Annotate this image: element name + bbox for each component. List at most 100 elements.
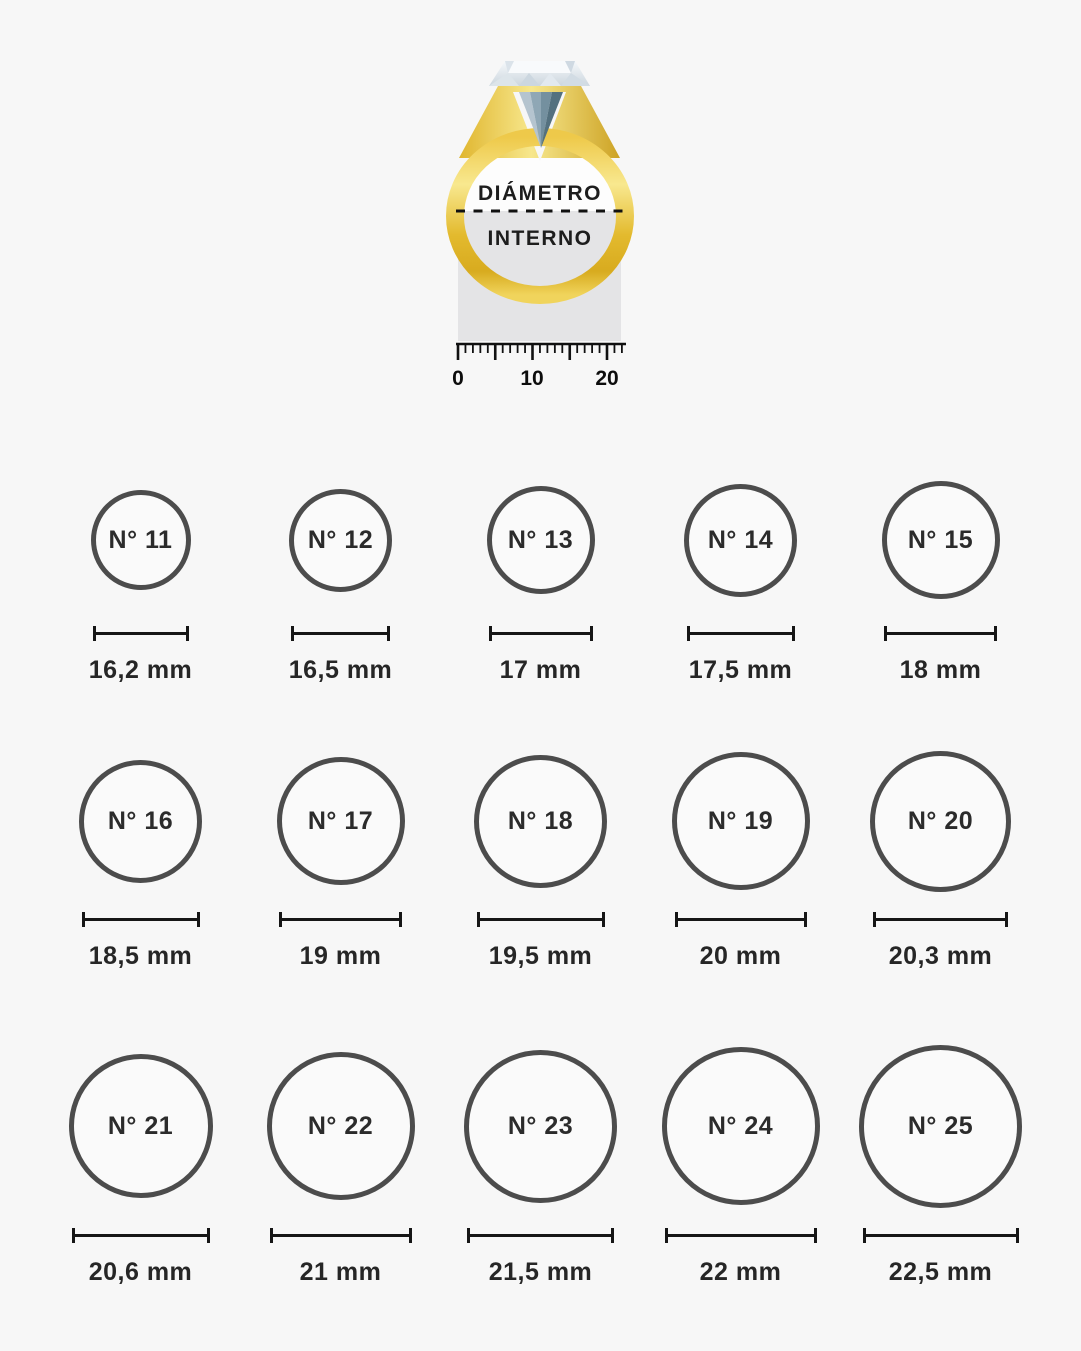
circle-box: N° 14 — [684, 460, 797, 620]
ring-size-circle: N° 12 — [289, 488, 392, 592]
size-row: N° 16 18,5 mm N° 17 19 mm N° 18 19,5 mm … — [0, 736, 1081, 971]
ruler-label-20: 20 — [595, 367, 618, 390]
diameter-value: 18,5 mm — [88, 942, 193, 970]
circle-box: N° 11 — [90, 460, 191, 620]
ring-size-item: N° 13 17 mm — [444, 460, 637, 685]
ring-size-circle: N° 15 — [881, 481, 1000, 599]
ring-size-circle: N° 13 — [486, 486, 595, 594]
ring-size-circle: N° 11 — [90, 490, 191, 590]
circle-box: N° 15 — [881, 460, 1000, 620]
size-row: N° 21 20,6 mm N° 22 21 mm N° 23 21,5 mm … — [0, 1030, 1081, 1287]
circle-box: N° 12 — [289, 460, 392, 620]
diameter-measure-line — [488, 626, 593, 641]
ruler-label-10: 10 — [520, 367, 543, 390]
ring-size-circle: N° 24 — [661, 1047, 820, 1205]
ring-size-number: N° 14 — [707, 525, 774, 554]
ring-size-item: N° 24 22 mm — [644, 1030, 837, 1287]
ring-size-number: N° 21 — [107, 1111, 174, 1140]
diameter-value: 22,5 mm — [888, 1258, 993, 1286]
circle-box: N° 18 — [474, 736, 607, 906]
ring-size-circle: N° 19 — [671, 752, 810, 890]
diameter-measure-line — [664, 1228, 817, 1243]
ring-size-circle: N° 22 — [266, 1052, 415, 1200]
ring-size-number: N° 17 — [307, 806, 374, 835]
diameter-measure-line — [269, 1228, 412, 1243]
diameter-value: 17,5 mm — [688, 656, 793, 684]
ring-size-circle: N° 17 — [276, 757, 405, 885]
ring-size-number: N° 18 — [507, 806, 574, 835]
diameter-value: 21 mm — [299, 1258, 382, 1286]
ring-size-item: N° 20 20,3 mm — [844, 736, 1037, 971]
diameter-value: 18 mm — [899, 656, 982, 684]
ring-size-number: N° 24 — [707, 1111, 774, 1140]
diameter-value: 20,6 mm — [88, 1258, 193, 1286]
circle-box: N° 21 — [68, 1030, 213, 1222]
circle-box: N° 24 — [661, 1030, 820, 1222]
ring-size-item: N° 22 21 mm — [244, 1030, 437, 1287]
ring-size-circle: N° 16 — [79, 759, 202, 883]
ring-size-circle: N° 20 — [870, 750, 1011, 892]
ruler: 0 10 20 — [452, 342, 626, 390]
diameter-value: 16,5 mm — [288, 656, 393, 684]
ring-size-number: N° 11 — [108, 525, 173, 554]
ruler-label-0: 0 — [452, 367, 464, 390]
ring-size-item: N° 14 17,5 mm — [644, 460, 837, 685]
diameter-value: 19 mm — [299, 942, 382, 970]
ring-size-number: N° 25 — [907, 1111, 974, 1140]
circle-box: N° 17 — [276, 736, 405, 906]
ring-size-item: N° 19 20 mm — [644, 736, 837, 971]
diameter-measure-line — [467, 1228, 614, 1243]
ring-size-item: N° 12 16,5 mm — [244, 460, 437, 685]
ring-size-circle: N° 14 — [684, 483, 797, 597]
diameter-measure-line — [862, 1228, 1019, 1243]
ring-size-circle: N° 21 — [68, 1054, 213, 1198]
diameter-value: 16,2 mm — [88, 656, 193, 684]
ring-size-number: N° 12 — [307, 525, 374, 554]
circle-box: N° 19 — [671, 736, 810, 906]
ring-size-item: N° 17 19 mm — [244, 736, 437, 971]
circle-box: N° 20 — [870, 736, 1011, 906]
ring-diagram-svg: DIÁMETRO INTERNO 0 10 20 — [446, 61, 634, 390]
ring-size-number: N° 23 — [507, 1111, 574, 1140]
circle-box: N° 25 — [859, 1030, 1022, 1222]
ring-size-number: N° 16 — [107, 806, 174, 835]
diamond-pavilion — [519, 92, 563, 148]
diameter-value: 19,5 mm — [488, 942, 593, 970]
circle-box: N° 22 — [266, 1030, 415, 1222]
ring-size-number: N° 13 — [507, 525, 574, 554]
ring-size-number: N° 20 — [907, 806, 974, 835]
ring-size-circle: N° 23 — [464, 1049, 617, 1203]
ring-size-item: N° 15 18 mm — [844, 460, 1037, 685]
inner-diameter-label-top: DIÁMETRO — [478, 182, 602, 205]
diameter-value: 20,3 mm — [888, 942, 993, 970]
diameter-value: 22 mm — [699, 1258, 782, 1286]
diameter-measure-line — [873, 912, 1008, 927]
inner-diameter-label-bottom: INTERNO — [488, 227, 593, 250]
diameter-value: 21,5 mm — [488, 1258, 593, 1286]
diameter-measure-line — [291, 626, 390, 641]
circle-box: N° 13 — [486, 460, 595, 620]
ring-size-circle: N° 25 — [859, 1044, 1022, 1208]
circle-box: N° 16 — [79, 736, 202, 906]
ruler-ticks — [456, 344, 623, 360]
diameter-value: 20 mm — [699, 942, 782, 970]
diamond-icon — [489, 61, 590, 86]
size-row: N° 11 16,2 mm N° 12 16,5 mm N° 13 17 mm … — [0, 460, 1081, 685]
ring-measurement-illustration: DIÁMETRO INTERNO 0 10 20 — [0, 0, 1081, 403]
ring-size-item: N° 11 16,2 mm — [44, 460, 237, 685]
circle-box: N° 23 — [464, 1030, 617, 1222]
diameter-measure-line — [92, 626, 189, 641]
diameter-measure-line — [71, 1228, 210, 1243]
ring-size-item: N° 23 21,5 mm — [444, 1030, 637, 1287]
ring-size-item: N° 16 18,5 mm — [44, 736, 237, 971]
diameter-measure-line — [476, 912, 605, 927]
diameter-measure-line — [279, 912, 402, 927]
ring-size-item: N° 21 20,6 mm — [44, 1030, 237, 1287]
diameter-measure-line — [81, 912, 200, 927]
diameter-measure-line — [884, 626, 997, 641]
ring-size-number: N° 19 — [707, 806, 774, 835]
diameter-measure-line — [686, 626, 795, 641]
ring-size-circle: N° 18 — [474, 754, 607, 888]
ring-size-number: N° 22 — [307, 1111, 374, 1140]
